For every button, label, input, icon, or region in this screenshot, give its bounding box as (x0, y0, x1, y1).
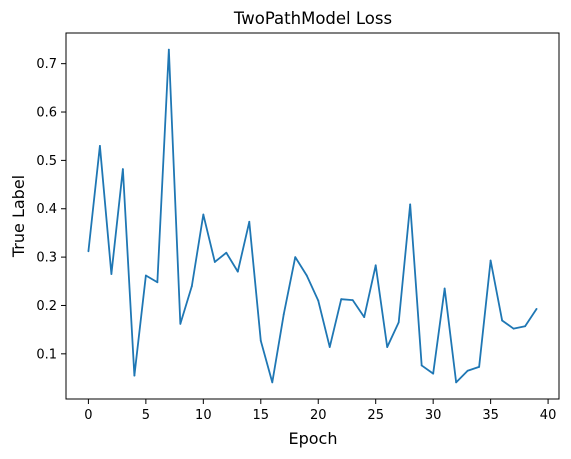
x-tick-label: 5 (142, 408, 150, 423)
data-point (328, 346, 331, 348)
y-axis-ticks: 0.1 0.2 0.3 0.4 0.5 0.6 0.7 (36, 57, 66, 362)
data-point (133, 374, 136, 377)
data-point (259, 339, 262, 342)
data-point (409, 203, 412, 206)
data-point (512, 327, 515, 330)
data-point (524, 325, 526, 328)
data-point (305, 274, 308, 277)
plot-area (87, 48, 538, 384)
data-point (535, 307, 538, 310)
data-point (397, 321, 400, 324)
x-tick-label: 0 (84, 408, 92, 423)
y-axis-title: True Label (9, 175, 28, 258)
data-point (144, 274, 147, 277)
x-tick-label: 20 (310, 408, 327, 423)
data-point (87, 250, 90, 253)
data-point (282, 313, 285, 316)
data-point (466, 369, 469, 372)
x-tick-label: 15 (253, 408, 270, 423)
data-point (121, 168, 124, 170)
data-point (432, 372, 435, 375)
data-point (156, 281, 159, 284)
data-point (294, 256, 297, 259)
data-point (455, 381, 458, 384)
data-point (248, 220, 251, 223)
data-point (190, 285, 193, 288)
y-tick-label: 0.1 (36, 347, 57, 362)
x-axis-title: Epoch (289, 429, 338, 448)
data-point (340, 298, 343, 301)
data-point (99, 144, 101, 147)
data-point (202, 213, 205, 216)
data-point (179, 322, 182, 325)
data-point (236, 270, 239, 273)
data-point (317, 299, 320, 302)
x-tick-label: 25 (367, 408, 384, 423)
data-point (225, 251, 228, 254)
data-point (420, 364, 423, 367)
y-tick-label: 0.2 (36, 299, 57, 314)
y-tick-label: 0.7 (36, 57, 57, 72)
data-point (363, 316, 366, 318)
y-tick-label: 0.5 (36, 154, 57, 169)
data-point (351, 299, 354, 302)
x-tick-label: 10 (195, 408, 212, 423)
chart-title: TwoPathModel Loss (233, 9, 392, 28)
data-point (213, 261, 216, 263)
data-point (478, 365, 481, 368)
y-tick-label: 0.4 (36, 202, 57, 217)
data-point (501, 319, 504, 322)
data-point (386, 346, 389, 348)
data-point (271, 381, 274, 384)
x-tick-label: 40 (540, 408, 557, 423)
series-line-0 (87, 48, 538, 384)
x-axis-ticks: 0 5 10 15 20 25 30 35 40 (84, 399, 556, 423)
x-tick-label: 35 (482, 408, 499, 423)
data-point (374, 264, 377, 267)
data-point (489, 259, 492, 262)
y-tick-label: 0.6 (36, 106, 57, 121)
plot-frame (65, 32, 560, 400)
x-tick-label: 30 (425, 408, 442, 423)
y-tick-label: 0.3 (36, 251, 57, 266)
data-point (167, 48, 170, 51)
data-point (110, 273, 113, 275)
data-point (443, 287, 446, 290)
